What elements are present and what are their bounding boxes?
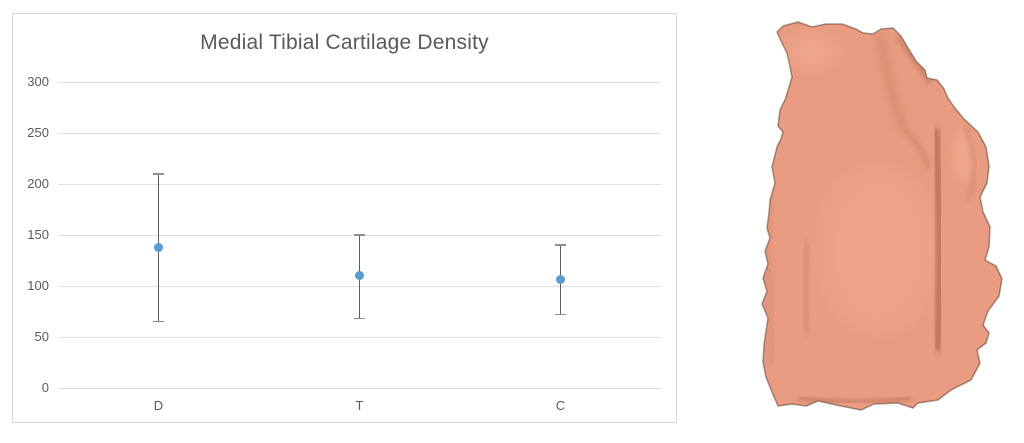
x-category-label: D [153,398,164,413]
density-chart: Medial Tibial Cartilage Density 0 50 100 15… [12,13,677,423]
y-tick-label: 50 [34,329,49,344]
data-point-marker [556,275,565,285]
lobe-inner-shadow [963,125,978,201]
gridline [58,81,661,83]
y-tick-label: 250 [27,125,49,140]
x-category-label: C [555,398,566,413]
top-crease [875,31,908,132]
gridline [58,387,661,389]
x-category-label: T [355,398,364,413]
plot-area: 0 50 100 150 200 250 300 D T C [13,14,676,422]
top-crease-branch [902,128,932,170]
error-bar-cap-bottom [153,320,164,323]
gridline [58,132,661,134]
data-point-marker [154,242,163,252]
error-bar-cap-top [354,234,365,236]
highlight-center [816,165,940,335]
error-bar-cap-bottom [354,317,365,320]
y-tick-label: 0 [41,380,49,395]
groove-left [800,240,813,337]
bottom-edge-shadow [798,396,912,404]
highlight-top-dome [786,36,838,68]
error-bar-cap-bottom [555,313,566,316]
error-bar-cap-top [153,173,164,175]
gridline [58,183,661,185]
gridline [58,336,661,338]
chart-title: Medial Tibial Cartilage Density [200,31,489,54]
y-tick-label: 300 [27,74,49,89]
y-tick-label: 150 [27,227,49,242]
error-bar-cap-top [555,244,566,246]
top-right-edge-shadow [897,36,931,84]
y-tick-label: 200 [27,176,49,191]
y-tick-label: 100 [27,278,49,293]
groove-right [933,129,943,351]
data-point-marker [355,271,364,281]
